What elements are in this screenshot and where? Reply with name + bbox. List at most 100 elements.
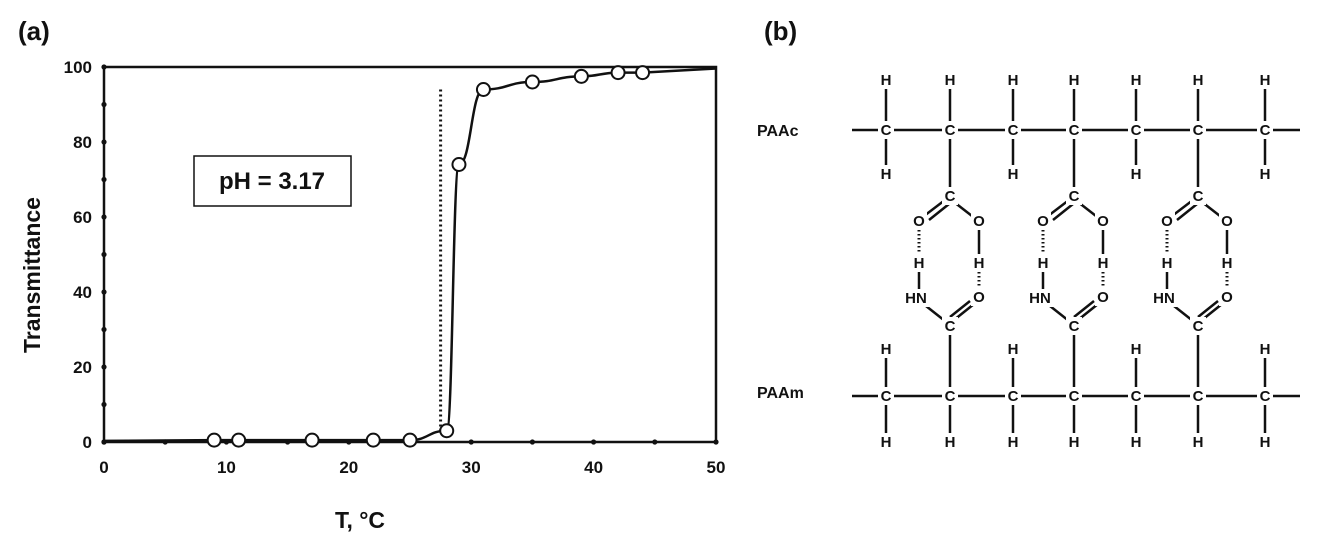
y-axis-title: Transmittance	[19, 197, 45, 353]
atom-bg	[942, 121, 958, 139]
atom-label: C	[945, 122, 956, 139]
y-tick-label: 40	[73, 283, 92, 302]
data-point	[231, 432, 247, 448]
x-axis-ticks	[101, 439, 719, 445]
atom-label: C	[1193, 388, 1204, 405]
atom-label: C	[1193, 122, 1204, 139]
atom-label: H	[1260, 341, 1271, 358]
atom-bg	[1257, 433, 1273, 451]
x-tick-mark	[468, 439, 474, 445]
y-tick-label: 80	[73, 133, 92, 152]
series-line	[103, 67, 717, 443]
atom-label: H	[1008, 341, 1019, 358]
atom-label: C	[1260, 388, 1271, 405]
x-tick-labels: 0 10 20 30 40 50	[99, 458, 725, 477]
atom-label: HN	[1153, 290, 1175, 307]
atom-bg	[1005, 165, 1021, 183]
data-point	[304, 432, 320, 448]
y-axis-ticks	[101, 64, 107, 445]
atom-label: H	[1162, 255, 1173, 272]
data-point	[610, 65, 626, 81]
panel-a-label: (a)	[18, 16, 50, 46]
bond	[1047, 199, 1070, 217]
data-point	[635, 65, 651, 81]
y-tick-label: 60	[73, 208, 92, 227]
atom-bg	[1159, 254, 1175, 272]
atom-label: C	[1260, 122, 1271, 139]
atom-bg	[898, 289, 934, 307]
atom-bg	[1159, 212, 1175, 230]
atom-label: O	[1097, 289, 1109, 306]
y-tick-mark	[101, 214, 107, 220]
data-point	[439, 423, 455, 439]
atom-label: H	[881, 341, 892, 358]
bond	[1173, 305, 1194, 322]
atom-bg	[942, 317, 958, 335]
atom-label: HN	[1029, 290, 1051, 307]
x-tick-mark	[529, 439, 536, 445]
bond	[1073, 300, 1095, 318]
y-tick-label: 20	[73, 358, 92, 377]
atom-label: C	[945, 388, 956, 405]
bond	[949, 300, 971, 318]
y-tick-mark	[101, 251, 107, 258]
x-tick-label: 30	[462, 458, 481, 477]
y-tick-mark	[101, 326, 107, 333]
atom-bg	[1128, 71, 1144, 89]
atom-bg	[1257, 121, 1273, 139]
atom-label: H	[1193, 72, 1204, 89]
bond	[1052, 203, 1074, 221]
atom-label: O	[1221, 289, 1233, 306]
x-axis-title: T, °C	[335, 507, 385, 533]
atom-bg	[1257, 71, 1273, 89]
atom-bg	[1257, 165, 1273, 183]
atom-bg	[942, 71, 958, 89]
atom-bg	[1066, 433, 1082, 451]
atom-label: O	[1097, 213, 1109, 230]
atom-bg	[1146, 289, 1182, 307]
atom-bg	[1190, 121, 1206, 139]
atom-bg	[971, 212, 987, 230]
atom-label: C	[881, 388, 892, 405]
bond	[923, 199, 946, 217]
atom-bg	[878, 340, 894, 358]
atom-label: H	[1131, 166, 1142, 183]
atom-bg	[942, 187, 958, 205]
x-tick-label: 20	[339, 458, 358, 477]
bond	[1176, 203, 1198, 221]
atom-label: C	[1193, 188, 1204, 205]
atom-label: H	[881, 434, 892, 451]
y-tick-mark	[101, 64, 107, 70]
atom-label: H	[1098, 255, 1109, 272]
data-point	[206, 432, 222, 448]
panel-b-label: (b)	[764, 16, 797, 46]
y-tick-label: 0	[83, 433, 92, 452]
atom-bg	[971, 288, 987, 306]
data-point	[524, 74, 540, 90]
atom-label: H	[1260, 72, 1271, 89]
atom-label: C	[1131, 122, 1142, 139]
x-tick-mark	[652, 439, 658, 445]
x-tick-mark	[713, 439, 719, 445]
atom-label: HN	[905, 290, 927, 307]
atom-bg	[1219, 212, 1235, 230]
atom-label: H	[914, 255, 925, 272]
atom-bg	[1190, 387, 1206, 405]
atom-bg	[1005, 387, 1021, 405]
atom-bg	[1128, 433, 1144, 451]
atom-label: H	[1260, 434, 1271, 451]
atom-bg	[1066, 71, 1082, 89]
data-point	[475, 82, 491, 97]
annotation-box	[193, 155, 352, 207]
bond	[1171, 199, 1194, 217]
atom-label: H	[1260, 166, 1271, 183]
bond	[1049, 305, 1070, 322]
atom-label: H	[1131, 341, 1142, 358]
atom-label: C	[881, 122, 892, 139]
atom-label: H	[1069, 72, 1080, 89]
atom-bg	[1095, 212, 1111, 230]
atom-label: H	[1193, 434, 1204, 451]
atom-bg	[1128, 340, 1144, 358]
